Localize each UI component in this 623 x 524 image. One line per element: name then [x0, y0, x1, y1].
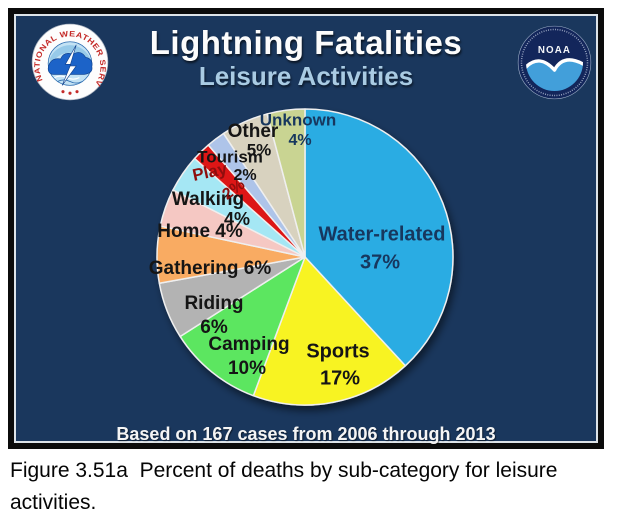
slice-label: Home 4% — [157, 221, 243, 242]
nws-dot — [61, 90, 65, 94]
noaa-gull-wing — [552, 58, 583, 72]
slice-label: 10% — [228, 358, 266, 379]
slice-label: 6% — [200, 317, 228, 338]
pie-slice — [266, 108, 306, 258]
nws-dot — [75, 90, 79, 94]
slice-label: 2% — [233, 167, 256, 184]
noaa-logo-icon: NOAA — [517, 25, 592, 100]
slice-label: Camping — [208, 334, 289, 355]
slice-label: 17% — [320, 367, 360, 389]
slice-label: Sports — [306, 340, 369, 362]
slice-label: Riding — [184, 293, 243, 314]
slice-label: Gathering 6% — [149, 258, 272, 279]
pie-slice — [179, 256, 306, 397]
slice-label: Walking — [172, 189, 244, 210]
page-title: Lightning Fatalities — [149, 24, 463, 61]
slice-label: 5% — [247, 140, 272, 159]
pie-slice — [304, 108, 454, 367]
nws-logo-icon: NATIONAL WEATHER SERVICE — [31, 23, 109, 101]
nws-wave — [57, 79, 83, 84]
source-note: Based on 167 cases from 2006 through 201… — [116, 424, 496, 444]
pie-chart: Water-related 37% Sports 17% Camping 10% Ridin… — [149, 108, 454, 406]
slice-label: Other — [228, 121, 279, 142]
noaa-gull-wing — [526, 59, 557, 72]
nws-dot — [68, 91, 72, 95]
page-subtitle: Leisure Activities — [198, 61, 414, 91]
slice-label: 37% — [360, 251, 400, 273]
noaa-ring-microtext — [520, 28, 589, 97]
noaa-sea — [526, 59, 583, 91]
noaa-logo-text: NOAA — [538, 45, 571, 56]
slice-label: Tourism — [197, 147, 263, 166]
slice-label: 4% — [224, 209, 250, 229]
slice-label: 4% — [288, 132, 311, 149]
figure-caption: Figure 3.51a Percent of deaths by sub-ca… — [10, 459, 564, 514]
nws-map-band — [49, 45, 91, 66]
slice-label: Water-related — [318, 223, 445, 245]
slice-label: Unknown — [260, 110, 337, 129]
lightning-bolt-icon — [61, 44, 77, 86]
